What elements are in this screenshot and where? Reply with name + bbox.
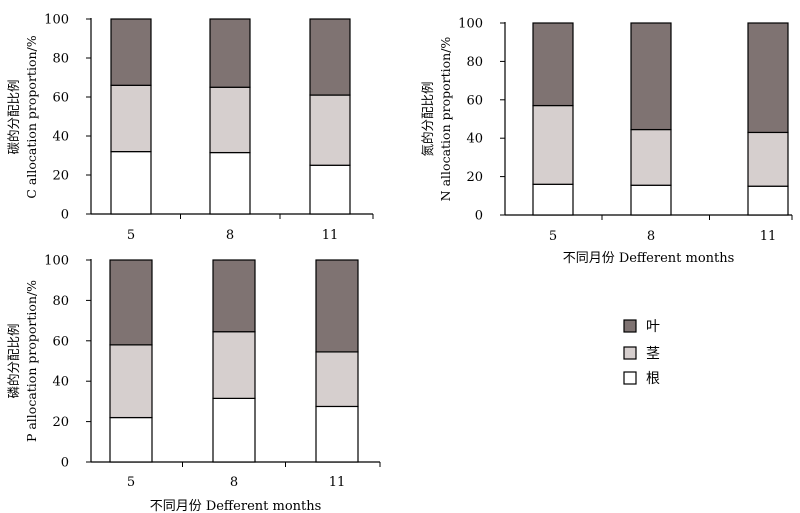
- legend-swatch-root: [623, 371, 637, 385]
- x-axis-label: 不同月份 Defferent months: [150, 499, 322, 513]
- phosphorus-allocation-chart: 0 20 40 60 80 100 5 8 11 磷的分配比例 P allocation propo…: [6, 254, 381, 513]
- bar-root-month-8: [212, 397, 256, 463]
- bar-root-month-11: [315, 405, 359, 463]
- y-tick-label: 40: [52, 375, 69, 390]
- x-tick-label: 5: [127, 475, 135, 490]
- nitrogen-allocation-chart: 0 20 40 60 80 100 5 8 11 氮的分配比例 N allocation propo…: [420, 17, 793, 266]
- bar-leaf-month-5: [110, 18, 152, 86]
- y-tick-label: 80: [466, 55, 483, 70]
- y-tick-label: 80: [52, 294, 69, 309]
- bar-stem-month-8: [209, 86, 251, 154]
- bar-leaf-month-8: [209, 18, 251, 88]
- y-tick-label: 60: [52, 334, 69, 349]
- y-tick-label: 0: [61, 208, 69, 223]
- x-tick-label: 8: [647, 229, 655, 244]
- bar-root-month-5: [110, 151, 152, 215]
- y-tick-label: 0: [475, 209, 483, 224]
- bar-leaf-month-11: [747, 22, 789, 134]
- y-axis-label: N allocation proportion/%: [438, 37, 453, 202]
- y-tick-label: 40: [52, 130, 69, 145]
- bar-leaf-month-8: [630, 22, 672, 131]
- y-tick-label: 100: [44, 13, 69, 28]
- bar-stem-month-11: [309, 94, 351, 166]
- y-tick-label: 100: [44, 254, 69, 269]
- bar-leaf-month-5: [109, 259, 153, 346]
- y-axis-label: 碳的分配比例: [6, 79, 21, 154]
- legend-swatch-leaf: [623, 319, 637, 333]
- bar-root-month-11: [747, 185, 789, 216]
- y-tick-label: 100: [458, 17, 483, 32]
- bar-root-month-8: [209, 151, 251, 215]
- bar-root-month-5: [109, 416, 153, 463]
- x-tick-label: 11: [760, 229, 777, 244]
- bar-leaf-month-11: [309, 18, 351, 96]
- bar-stem-month-5: [109, 344, 153, 419]
- x-tick-label: 5: [549, 229, 557, 244]
- y-axis-label: P allocation proportion/%: [24, 280, 39, 442]
- bar-root-month-8: [630, 184, 672, 216]
- legend-label-root: 根: [646, 371, 660, 387]
- legend-label-leaf: 叶: [646, 319, 660, 335]
- bar-stem-month-11: [315, 351, 359, 408]
- x-tick-label: 8: [230, 475, 238, 490]
- legend: 叶茎根: [623, 319, 660, 387]
- y-tick-label: 60: [466, 93, 483, 108]
- bar-stem-month-5: [110, 84, 152, 153]
- bar-leaf-month-5: [532, 22, 574, 107]
- legend-swatch-stem: [623, 346, 637, 360]
- bar-root-month-11: [309, 164, 351, 215]
- y-tick-label: 80: [52, 52, 69, 67]
- bar-stem-month-8: [212, 331, 256, 399]
- x-tick-label: 11: [322, 228, 339, 243]
- y-axis-label: 氮的分配比例: [420, 81, 435, 156]
- y-tick-label: 20: [52, 169, 69, 184]
- bar-root-month-5: [532, 183, 574, 216]
- bar-leaf-month-8: [212, 259, 256, 333]
- y-tick-label: 20: [52, 415, 69, 430]
- legend-label-stem: 茎: [646, 346, 660, 362]
- x-tick-label: 11: [329, 475, 346, 490]
- bar-leaf-month-11: [315, 259, 359, 353]
- y-tick-label: 0: [61, 456, 69, 471]
- carbon-allocation-chart: 0 20 40 60 80 100 5 8 11 碳的分配比例 C allocation propo…: [6, 13, 374, 243]
- y-tick-label: 40: [466, 132, 483, 147]
- bar-stem-month-5: [532, 104, 574, 185]
- bar-stem-month-8: [630, 128, 672, 186]
- y-axis-label: C allocation proportion/%: [24, 35, 39, 198]
- y-axis-label: 磷的分配比例: [6, 323, 21, 398]
- y-tick-label: 60: [52, 91, 69, 106]
- x-axis-label: 不同月份 Defferent months: [563, 251, 735, 266]
- x-tick-label: 5: [127, 228, 135, 243]
- x-tick-label: 8: [226, 228, 234, 243]
- bar-stem-month-11: [747, 131, 789, 187]
- y-tick-label: 20: [466, 170, 483, 185]
